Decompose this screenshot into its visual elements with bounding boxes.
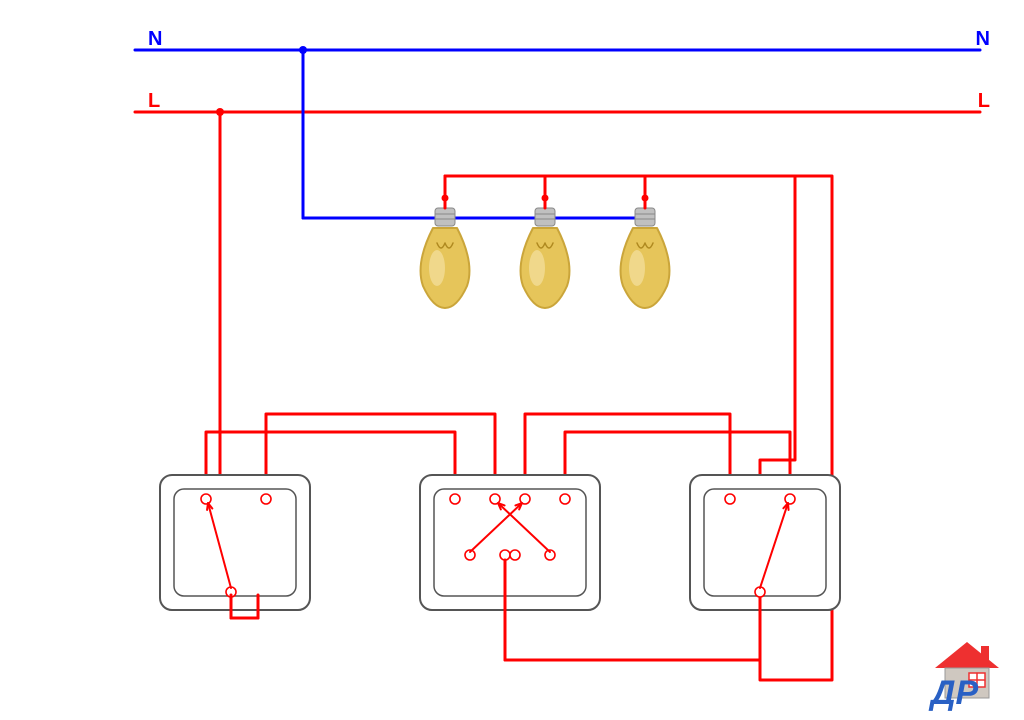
l-left-label: L (148, 90, 160, 112)
l-right-label: L (978, 90, 990, 112)
logo-text: ДР (928, 674, 979, 712)
n-left-label: N (148, 28, 162, 50)
logo: ДР (928, 642, 999, 712)
light-bulb (621, 195, 670, 309)
wiring-diagram: N N L L ДР (0, 0, 1024, 720)
switch-box-middle (420, 475, 600, 610)
n-right-label: N (976, 28, 990, 50)
light-bulb (521, 195, 570, 309)
light-bulb (421, 195, 470, 309)
